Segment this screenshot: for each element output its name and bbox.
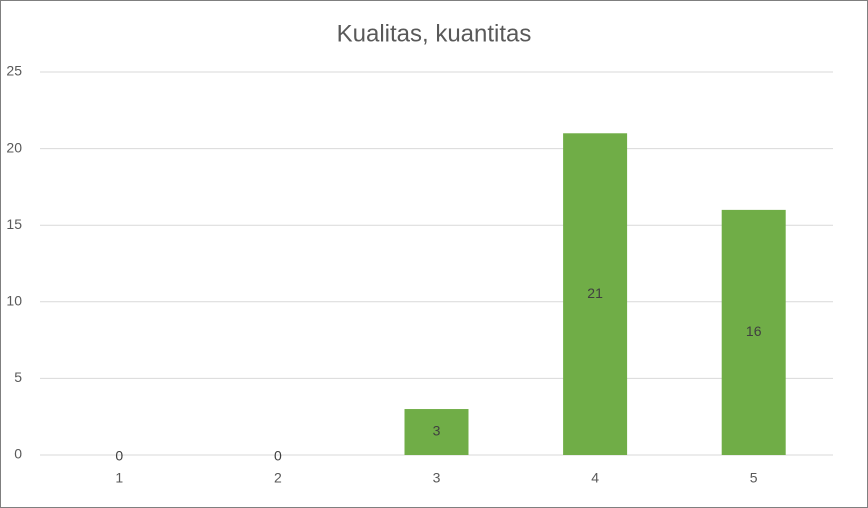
- y-tick-label: 5: [14, 369, 22, 385]
- chart-title: Kualitas, kuantitas: [337, 20, 532, 47]
- x-tick-label: 5: [750, 470, 758, 486]
- bar: [721, 209, 786, 455]
- y-tick-label: 10: [6, 293, 22, 309]
- x-tick-label: 4: [591, 470, 599, 486]
- data-label: 0: [274, 448, 282, 464]
- bar: [563, 133, 628, 455]
- data-label: 16: [746, 323, 762, 339]
- x-tick-label: 3: [433, 470, 441, 486]
- y-tick-label: 20: [6, 139, 22, 155]
- y-tick-label: 0: [14, 446, 22, 462]
- bar: [404, 409, 469, 455]
- y-tick-label: 15: [6, 216, 22, 232]
- data-label: 3: [433, 423, 441, 439]
- data-label: 0: [115, 448, 123, 464]
- x-tick-label: 1: [115, 470, 123, 486]
- x-tick-label: 2: [274, 470, 282, 486]
- data-label: 21: [587, 285, 603, 301]
- y-tick-label: 25: [6, 63, 22, 79]
